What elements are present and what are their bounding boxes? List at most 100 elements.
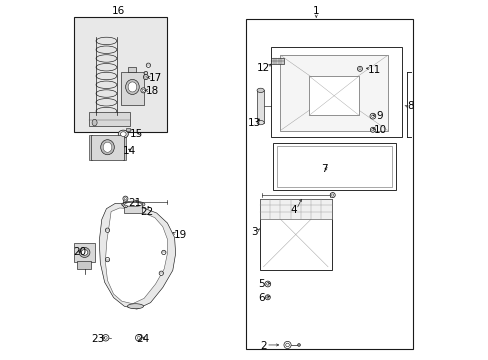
Text: 19: 19 — [173, 230, 186, 239]
Bar — [273, 143, 395, 190]
Circle shape — [124, 198, 126, 200]
Circle shape — [144, 76, 147, 78]
Circle shape — [371, 129, 373, 131]
Bar — [308, 76, 359, 116]
Text: 15: 15 — [130, 129, 143, 139]
Circle shape — [105, 257, 109, 262]
Ellipse shape — [96, 63, 117, 71]
Bar — [280, 55, 387, 131]
Ellipse shape — [101, 140, 114, 155]
Circle shape — [357, 66, 362, 71]
Text: 6: 6 — [258, 293, 264, 303]
Text: 18: 18 — [146, 86, 159, 96]
Bar — [89, 135, 92, 160]
Text: 9: 9 — [376, 111, 383, 121]
Circle shape — [266, 283, 268, 285]
Circle shape — [105, 228, 109, 232]
Circle shape — [137, 336, 140, 339]
Text: 8: 8 — [407, 102, 413, 112]
Bar — [122, 135, 125, 160]
Circle shape — [159, 271, 163, 275]
Text: 3: 3 — [251, 227, 257, 237]
Ellipse shape — [124, 202, 142, 207]
Ellipse shape — [96, 37, 117, 45]
Circle shape — [122, 203, 128, 208]
Bar — [260, 199, 331, 270]
Text: 17: 17 — [149, 73, 162, 83]
Ellipse shape — [122, 201, 144, 208]
Circle shape — [284, 341, 290, 348]
Bar — [127, 67, 135, 72]
Ellipse shape — [257, 88, 264, 93]
Ellipse shape — [79, 247, 90, 257]
Bar — [126, 128, 130, 131]
Ellipse shape — [96, 90, 117, 97]
Ellipse shape — [96, 46, 117, 53]
Text: 4: 4 — [290, 206, 296, 216]
Circle shape — [265, 295, 270, 300]
Bar — [88, 112, 129, 126]
Circle shape — [371, 115, 373, 117]
Bar — [276, 145, 391, 187]
Text: 20: 20 — [73, 247, 86, 257]
Bar — [74, 243, 95, 262]
Text: 21: 21 — [128, 198, 142, 208]
Ellipse shape — [96, 55, 117, 62]
Circle shape — [358, 68, 360, 70]
Circle shape — [143, 75, 148, 80]
Text: 10: 10 — [373, 125, 386, 135]
Bar — [257, 90, 264, 123]
Circle shape — [141, 88, 145, 93]
Text: 24: 24 — [137, 333, 150, 343]
Text: 12: 12 — [256, 63, 269, 73]
Circle shape — [144, 71, 147, 75]
Text: 1: 1 — [312, 6, 319, 17]
Text: 11: 11 — [367, 64, 380, 75]
Text: 16: 16 — [111, 6, 124, 17]
Circle shape — [124, 204, 126, 206]
Ellipse shape — [127, 304, 143, 309]
Text: 22: 22 — [140, 207, 153, 217]
Polygon shape — [105, 208, 167, 304]
Text: 23: 23 — [91, 333, 104, 343]
Circle shape — [297, 343, 300, 346]
Bar — [271, 58, 284, 64]
Ellipse shape — [96, 107, 117, 115]
Circle shape — [369, 113, 375, 119]
Ellipse shape — [120, 132, 126, 136]
Bar — [91, 135, 124, 160]
Ellipse shape — [81, 249, 88, 255]
Ellipse shape — [103, 142, 112, 152]
Bar — [121, 72, 144, 105]
Circle shape — [122, 196, 128, 201]
Bar — [77, 261, 91, 269]
Ellipse shape — [96, 99, 117, 106]
Text: 7: 7 — [320, 164, 327, 174]
Bar — [124, 202, 142, 213]
Circle shape — [162, 250, 165, 255]
Circle shape — [104, 336, 107, 339]
Circle shape — [329, 193, 335, 198]
Bar — [260, 199, 331, 219]
Bar — [74, 17, 167, 132]
Ellipse shape — [92, 120, 97, 126]
Ellipse shape — [128, 82, 137, 92]
Ellipse shape — [125, 80, 139, 94]
Circle shape — [266, 296, 268, 298]
Ellipse shape — [257, 121, 264, 125]
Circle shape — [146, 63, 150, 67]
Circle shape — [264, 281, 270, 287]
Circle shape — [369, 127, 375, 132]
Ellipse shape — [96, 81, 117, 89]
Circle shape — [142, 89, 144, 91]
Bar — [271, 47, 402, 137]
Text: 13: 13 — [247, 118, 261, 128]
Circle shape — [285, 343, 289, 347]
Text: 5: 5 — [258, 279, 264, 289]
Circle shape — [135, 334, 142, 341]
Circle shape — [331, 194, 333, 196]
Text: 14: 14 — [122, 146, 135, 156]
Circle shape — [102, 334, 109, 341]
Polygon shape — [99, 203, 175, 309]
Bar — [246, 19, 412, 348]
